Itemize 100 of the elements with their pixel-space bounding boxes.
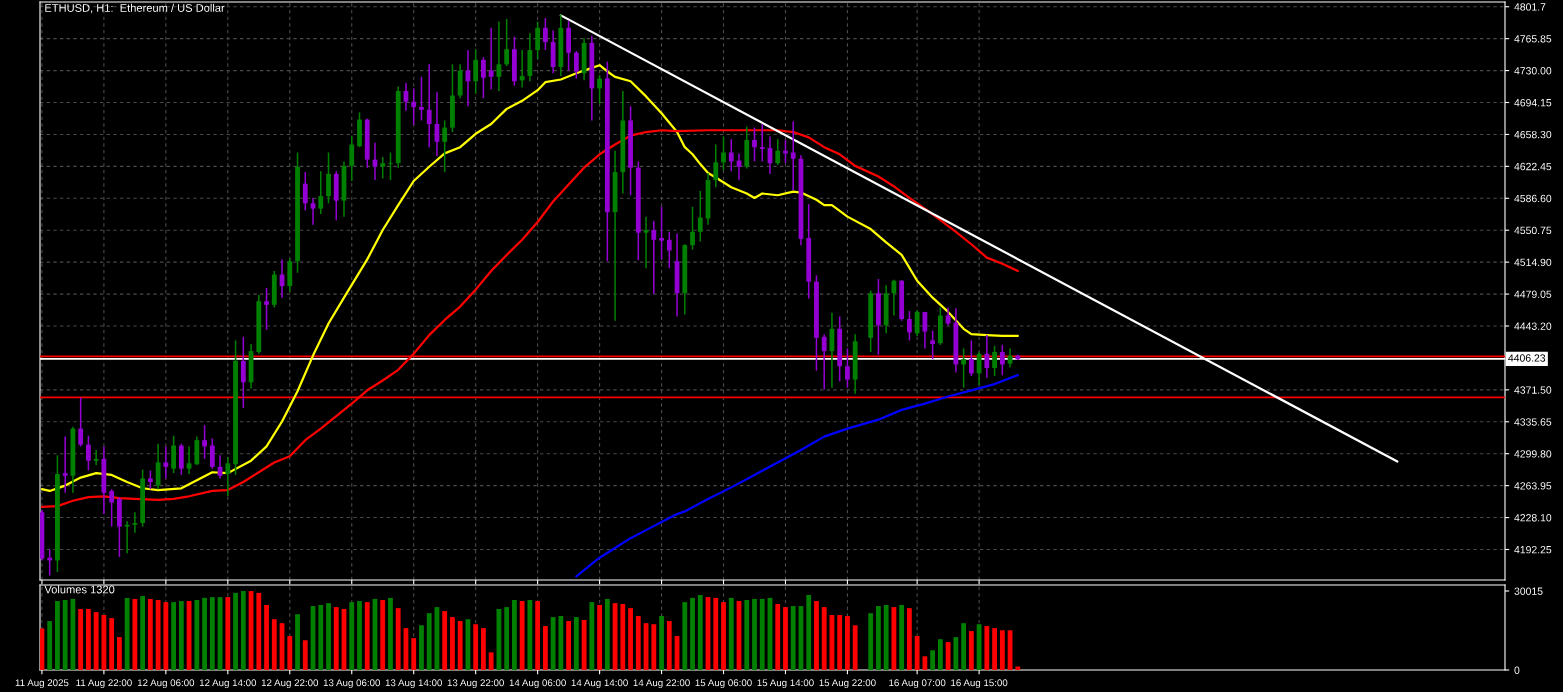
candlestick — [752, 126, 757, 163]
candlestick — [721, 135, 726, 172]
x-tick-label: 11 Aug 2025 — [15, 679, 69, 689]
bar — [481, 628, 486, 670]
bar — [783, 607, 788, 670]
bar — [388, 597, 393, 670]
y-tick-label: 4694.15 — [1514, 99, 1552, 107]
bar — [666, 621, 672, 670]
bar — [845, 616, 850, 670]
bar — [116, 637, 122, 670]
bar — [659, 616, 664, 670]
bar — [271, 619, 277, 670]
bar — [488, 652, 494, 670]
candlestick — [209, 437, 215, 470]
bar — [155, 600, 161, 670]
bar — [589, 602, 595, 670]
bar — [721, 602, 726, 670]
candlestick — [155, 442, 161, 490]
x-tick-label: 15 Aug 22:00 — [819, 679, 876, 689]
x-tick-label: 13 Aug 22:00 — [447, 679, 504, 689]
bar — [976, 624, 982, 670]
candlestick — [713, 143, 719, 189]
bar — [78, 608, 84, 670]
candlestick — [845, 347, 850, 389]
bar — [295, 614, 300, 670]
candlestick — [573, 50, 579, 80]
candlestick — [922, 311, 928, 350]
bar — [326, 603, 331, 670]
candlestick — [759, 123, 765, 163]
bar — [318, 605, 324, 670]
bar — [233, 592, 238, 670]
chart-title: ETHUSD, H1: Ethereum / US Dollar — [45, 3, 225, 14]
candlestick — [992, 345, 997, 377]
candlestick — [930, 329, 936, 360]
y-tick-label: 4263.95 — [1514, 482, 1552, 490]
bar — [357, 601, 362, 670]
y-tick-label: 4765.85 — [1514, 35, 1552, 43]
bar — [302, 640, 308, 670]
candlestick — [666, 231, 672, 270]
x-tick-label: 14 Aug 14:00 — [571, 679, 628, 689]
bar — [697, 595, 703, 670]
bar — [511, 600, 517, 670]
bar — [442, 611, 448, 670]
candlestick — [914, 309, 920, 337]
bar — [333, 607, 339, 670]
bar — [504, 607, 510, 670]
candlestick — [906, 310, 912, 342]
candlestick — [411, 87, 417, 126]
bar — [759, 598, 765, 670]
x-tick-label: 16 Aug 15:00 — [951, 679, 1008, 689]
bar — [527, 600, 533, 670]
candlestick — [481, 56, 486, 99]
candlestick — [728, 138, 734, 172]
bar — [961, 623, 967, 670]
chart-title: Volumes 1320 — [44, 585, 115, 594]
bar — [194, 600, 200, 670]
bar — [147, 598, 153, 670]
candlestick — [388, 151, 393, 181]
bar — [999, 630, 1005, 670]
bar — [806, 595, 812, 670]
y-tick-label: 4299.80 — [1514, 450, 1552, 458]
y-tick-label: 4514.90 — [1514, 258, 1552, 267]
candlestick — [535, 20, 541, 60]
bar — [225, 597, 231, 670]
bar — [868, 613, 874, 670]
bar — [202, 597, 207, 670]
bar — [744, 600, 750, 670]
candlestick — [132, 511, 138, 534]
bar — [178, 601, 184, 670]
bar — [542, 626, 548, 670]
candlestick — [86, 434, 91, 472]
bar — [713, 597, 719, 670]
bar — [883, 605, 889, 670]
bar — [550, 617, 556, 670]
bar — [140, 596, 146, 670]
bar — [899, 605, 905, 670]
candlestick — [302, 171, 308, 212]
bar — [558, 616, 564, 670]
candlestick — [147, 469, 153, 490]
candlestick — [968, 339, 974, 377]
bar — [349, 602, 355, 670]
candlestick — [78, 396, 84, 448]
bar — [93, 612, 99, 670]
bar — [628, 608, 633, 670]
x-tick-label: 14 Aug 22:00 — [633, 679, 690, 689]
x-tick-label: 11 Aug 22:00 — [76, 679, 132, 689]
candlestick — [442, 119, 448, 173]
y-tick-label: 4335.65 — [1514, 418, 1552, 426]
x-tick-label: 15 Aug 06:00 — [695, 679, 752, 689]
bar — [728, 597, 734, 670]
candlestick — [651, 220, 657, 295]
bar — [821, 607, 827, 670]
candlestick — [690, 206, 695, 251]
y-tick-label: 30015 — [1514, 587, 1543, 595]
candlestick — [999, 344, 1005, 376]
bar — [47, 621, 53, 670]
bar — [953, 637, 959, 670]
bar — [171, 602, 177, 670]
bar — [419, 625, 424, 670]
y-tick-label: 4658.30 — [1514, 130, 1552, 139]
